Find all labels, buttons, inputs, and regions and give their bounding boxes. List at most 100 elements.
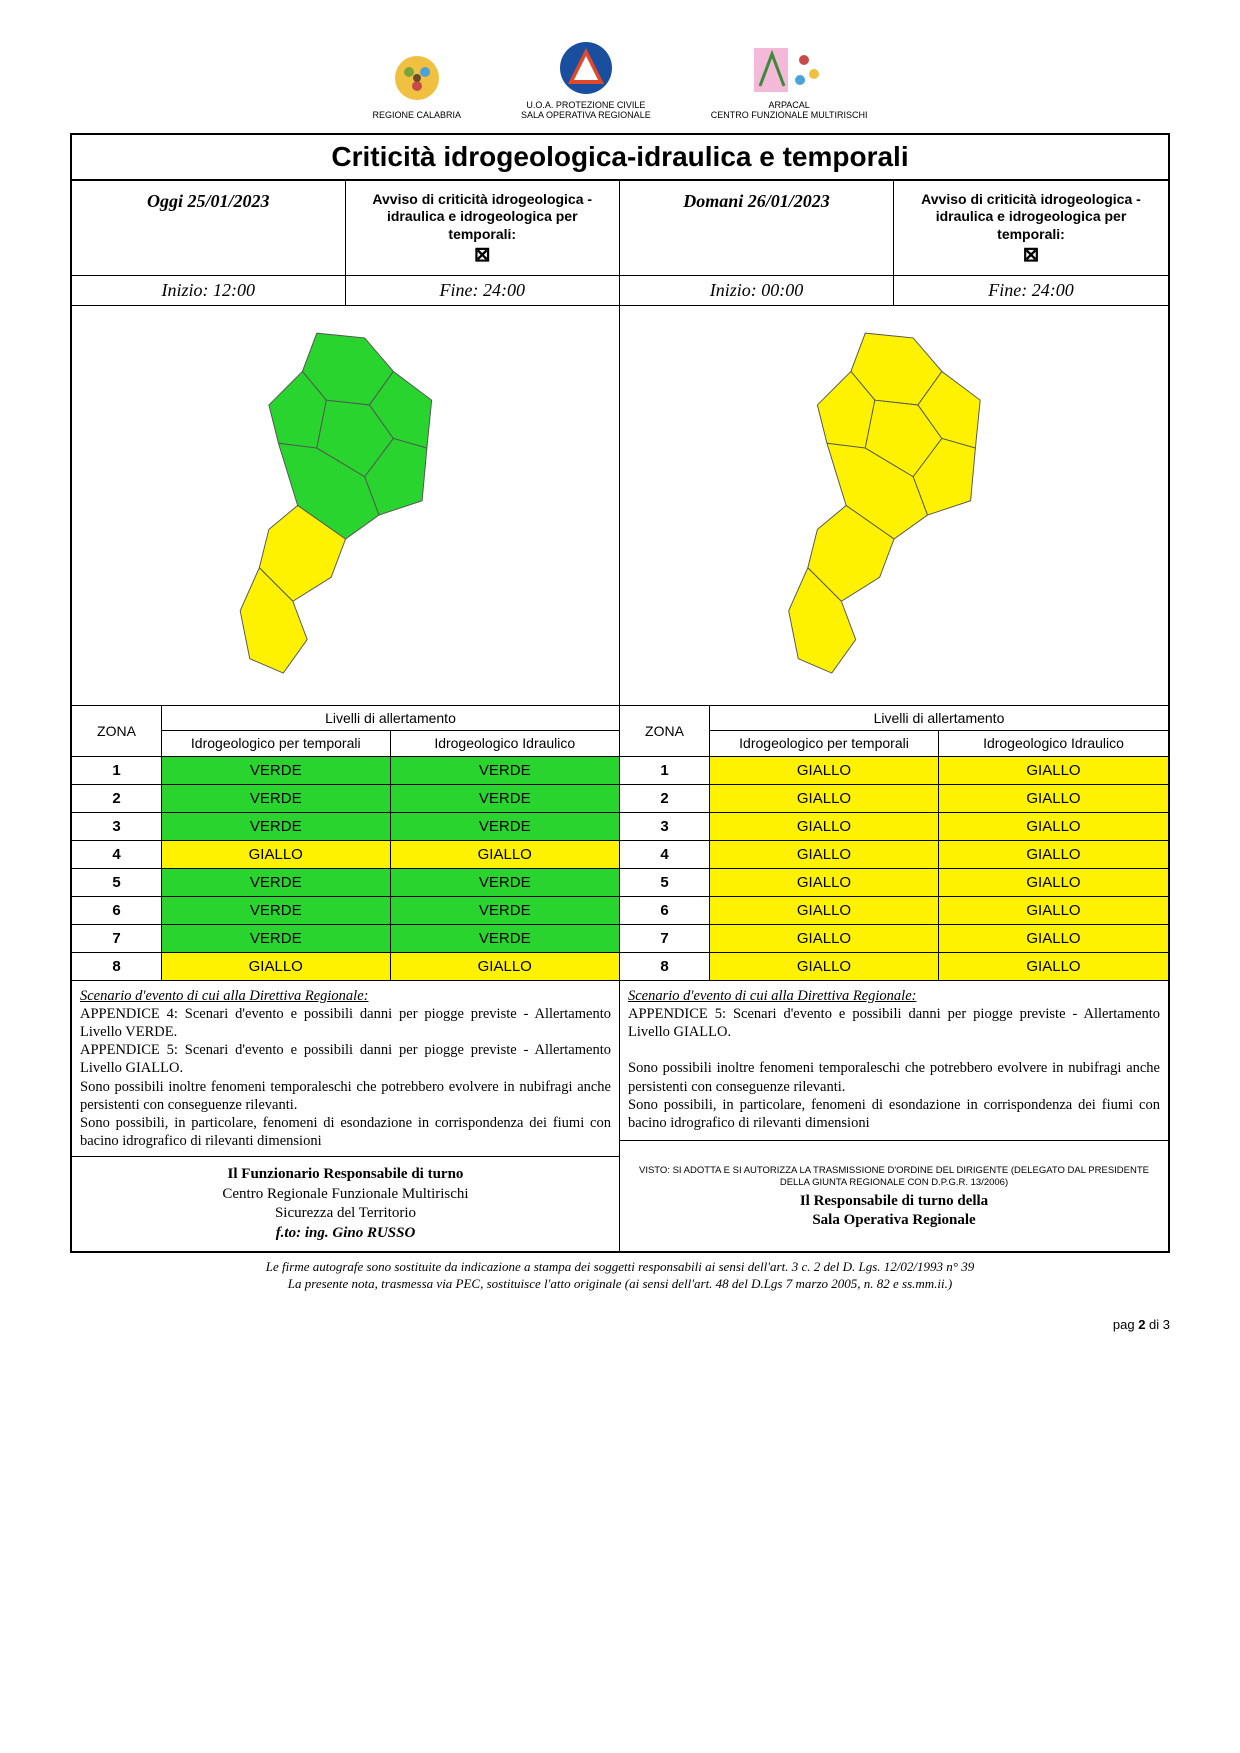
map-tomorrow — [620, 306, 1168, 706]
footnote: Le firme autografe sono sostituite da in… — [70, 1259, 1170, 1293]
alert-row: 6GIALLOGIALLO — [620, 897, 1168, 925]
tomorrow-fine: Fine: 24:00 — [894, 276, 1168, 305]
logo-arpacal-l2: CENTRO FUNZIONALE MULTIRISCHI — [711, 110, 868, 120]
calabria-map-tomorrow — [628, 314, 1160, 697]
today-date: Oggi 25/01/2023 — [72, 181, 346, 276]
alert-row: 1GIALLOGIALLO — [620, 757, 1168, 785]
col-zona: ZONA — [72, 706, 162, 757]
level-idraulico: GIALLO — [391, 841, 620, 868]
signature-today: Il Funzionario Responsabile di turno Cen… — [72, 1157, 619, 1251]
level-temporali: GIALLO — [162, 953, 391, 980]
level-idraulico: GIALLO — [939, 813, 1168, 840]
tomorrow-date: Domani 26/01/2023 — [620, 181, 894, 276]
maps-row — [72, 306, 1168, 706]
zone-number: 1 — [620, 757, 710, 784]
sig-t-l4: f.to: ing. Gino RUSSO — [80, 1224, 611, 1244]
table-today: ZONALivelli di allertamentoIdrogeologico… — [72, 706, 620, 981]
level-idraulico: GIALLO — [939, 925, 1168, 952]
alert-table-header: ZONALivelli di allertamentoIdrogeologico… — [72, 706, 619, 757]
level-idraulico: GIALLO — [939, 953, 1168, 980]
table-tomorrow: ZONALivelli di allertamentoIdrogeologico… — [620, 706, 1168, 981]
logo-pc-l2: SALA OPERATIVA REGIONALE — [521, 110, 651, 120]
zone-number: 3 — [72, 813, 162, 840]
level-temporali: GIALLO — [710, 757, 939, 784]
alert-row: 4GIALLOGIALLO — [620, 841, 1168, 869]
level-temporali: GIALLO — [710, 813, 939, 840]
visto-text: VISTO: SI ADOTTA E SI AUTORIZZA LA TRASM… — [628, 1165, 1160, 1188]
protezione-civile-icon — [558, 40, 614, 96]
alert-row: 4GIALLOGIALLO — [72, 841, 619, 869]
level-temporali: VERDE — [162, 925, 391, 952]
level-idraulico: VERDE — [391, 925, 620, 952]
level-temporali: GIALLO — [710, 953, 939, 980]
tomorrow-avviso-text: Avviso di criticità idrogeologica - idra… — [921, 191, 1141, 242]
logo-pc-l1: U.O.A. PROTEZIONE CIVILE — [526, 100, 645, 110]
col-livelli: Livelli di allertamento — [162, 706, 619, 731]
col-idraulico: Idrogeologico Idraulico — [939, 731, 1168, 757]
zone-number: 6 — [72, 897, 162, 924]
today-avviso: Avviso di criticità idrogeologica - idra… — [346, 181, 620, 276]
tomorrow-inizio: Inizio: 00:00 — [620, 276, 894, 305]
sig-t-l3: Sicurezza del Territorio — [80, 1204, 611, 1224]
alert-row: 3GIALLOGIALLO — [620, 813, 1168, 841]
level-temporali: VERDE — [162, 813, 391, 840]
level-temporali: GIALLO — [710, 785, 939, 812]
alert-row: 5GIALLOGIALLO — [620, 869, 1168, 897]
scenario-today-body: APPENDICE 4: Scenari d'evento e possibil… — [80, 1006, 611, 1149]
level-idraulico: VERDE — [391, 757, 620, 784]
level-temporali: GIALLO — [710, 869, 939, 896]
zone-number: 8 — [72, 953, 162, 980]
zone-number: 5 — [620, 869, 710, 896]
col-temporali: Idrogeologico per temporali — [710, 731, 939, 757]
level-temporali: GIALLO — [710, 841, 939, 868]
main-title: Criticità idrogeologica-idraulica e temp… — [72, 135, 1168, 181]
level-temporali: VERDE — [162, 897, 391, 924]
alert-row: 2GIALLOGIALLO — [620, 785, 1168, 813]
tables-row: ZONALivelli di allertamentoIdrogeologico… — [72, 706, 1168, 981]
today-inizio: Inizio: 12:00 — [72, 276, 346, 305]
col-idraulico: Idrogeologico Idraulico — [391, 731, 620, 757]
level-temporali: VERDE — [162, 869, 391, 896]
arpacal-icon — [754, 48, 824, 96]
today-avviso-text: Avviso di criticità idrogeologica - idra… — [372, 191, 592, 242]
col-temporali: Idrogeologico per temporali — [162, 731, 391, 757]
checkbox-icon: ⊠ — [354, 245, 612, 265]
logo-arpacal-l1: ARPACAL — [768, 100, 809, 110]
level-idraulico: GIALLO — [391, 953, 620, 980]
calabria-map-today — [80, 314, 611, 697]
date-avviso-row: Oggi 25/01/2023 Avviso di criticità idro… — [72, 181, 1168, 277]
report-frame: Criticità idrogeologica-idraulica e temp… — [70, 133, 1170, 1253]
logo-regione: REGIONE CALABRIA — [372, 50, 461, 120]
regione-icon — [389, 50, 445, 106]
level-idraulico: VERDE — [391, 869, 620, 896]
zone-number: 1 — [72, 757, 162, 784]
level-temporali: VERDE — [162, 785, 391, 812]
zone-number: 2 — [72, 785, 162, 812]
alert-row: 2VERDEVERDE — [72, 785, 619, 813]
time-row: Inizio: 12:00 Fine: 24:00 Inizio: 00:00 … — [72, 276, 1168, 306]
level-idraulico: GIALLO — [939, 869, 1168, 896]
level-temporali: GIALLO — [710, 897, 939, 924]
zone-number: 7 — [620, 925, 710, 952]
sig-d-l2: Sala Operativa Regionale — [628, 1211, 1160, 1231]
checkbox-icon: ⊠ — [902, 245, 1160, 265]
header-logos: REGIONE CALABRIA U.O.A. PROTEZIONE CIVIL… — [70, 40, 1170, 121]
page-number: pag 2 di 3 — [70, 1317, 1170, 1332]
col-zona: ZONA — [620, 706, 710, 757]
alert-row: 5VERDEVERDE — [72, 869, 619, 897]
level-idraulico: GIALLO — [939, 841, 1168, 868]
alert-row: 1VERDEVERDE — [72, 757, 619, 785]
logo-pc: U.O.A. PROTEZIONE CIVILE SALA OPERATIVA … — [521, 40, 651, 121]
level-idraulico: GIALLO — [939, 785, 1168, 812]
footnote-2: La presente nota, trasmessa via PEC, sos… — [288, 1276, 952, 1291]
level-idraulico: VERDE — [391, 813, 620, 840]
scenario-tomorrow: Scenario d'evento di cui alla Direttiva … — [620, 981, 1168, 1141]
level-idraulico: VERDE — [391, 785, 620, 812]
level-temporali: GIALLO — [710, 925, 939, 952]
zone-number: 5 — [72, 869, 162, 896]
sig-t-l1: Il Funzionario Responsabile di turno — [80, 1165, 611, 1185]
level-temporali: GIALLO — [162, 841, 391, 868]
scenario-tomorrow-title: Scenario d'evento di cui alla Direttiva … — [628, 988, 916, 1004]
zone-number: 6 — [620, 897, 710, 924]
col-livelli: Livelli di allertamento — [710, 706, 1168, 731]
